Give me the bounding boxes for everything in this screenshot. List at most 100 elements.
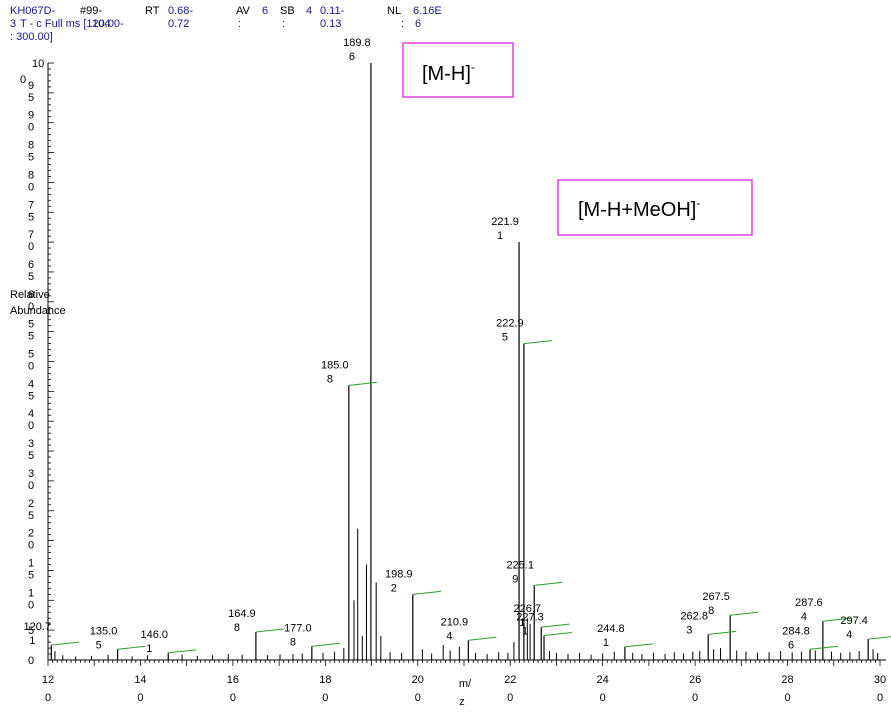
y-tick-label: 1 <box>28 557 34 569</box>
x-tick-label: 0 <box>415 692 421 704</box>
peak-label-mz-digit: 1 <box>497 230 503 242</box>
peak-label-mz: 210.9 <box>441 616 469 628</box>
peak-label-mz-digit: 1 <box>29 635 35 647</box>
peak-label-mz-digit: 5 <box>96 639 102 651</box>
header-av-key: AV <box>236 5 250 17</box>
x-tick-label: 0 <box>877 692 883 704</box>
y-tick-label: 0 <box>28 540 34 552</box>
peak-label-mz: 226.7 <box>513 603 541 615</box>
peak-label-leader <box>730 611 759 616</box>
peak-label-mz-digit: 1 <box>146 643 152 655</box>
header-filter: T - c Full ms [120.00- <box>20 18 124 30</box>
peak-label-leader <box>311 642 340 647</box>
peak-label-mz: 287.6 <box>795 597 823 609</box>
y-tick-label: 7 <box>28 229 34 241</box>
peak-label-mz: 189.8 <box>343 37 371 49</box>
header-sb-range1: 0.11- <box>320 5 345 17</box>
header-sb-key: SB <box>280 5 295 17</box>
y-tick-label: 0 <box>28 122 34 134</box>
x-axis-title: z <box>459 696 465 708</box>
peak-label-leader <box>868 636 891 640</box>
peak-label-mz-digit: 4 <box>446 630 452 642</box>
annotation-superscript: - <box>471 60 475 74</box>
header-colon-3: : <box>401 18 405 30</box>
x-tick-label: 16 <box>227 674 239 686</box>
y-tick-label: 0 <box>28 599 34 611</box>
header-rt-key: RT <box>145 5 160 17</box>
y-tick-label: 5 <box>28 569 34 581</box>
y-tick-label: 5 <box>28 211 34 223</box>
chart-axes: 0510152025303540455055606570758085909510… <box>10 58 886 708</box>
y-tick-label: 8 <box>28 140 34 152</box>
peak-label-leader <box>541 623 570 628</box>
peak-label-mz: 244.8 <box>597 623 625 635</box>
y-tick-label: 2 <box>28 528 34 540</box>
header-nl-key: NL <box>387 5 402 17</box>
header-scan-key: #99- <box>80 5 103 17</box>
header-colon-2: : <box>282 18 286 30</box>
peak-label-mz-digit: 6 <box>349 51 355 63</box>
peak-label-mz-digit: 1 <box>519 617 525 629</box>
x-tick-label: 22 <box>504 674 516 686</box>
y-tick-label: 0 <box>28 655 34 667</box>
x-tick-label: 0 <box>600 692 606 704</box>
peak-label-mz: 225.1 <box>506 559 534 571</box>
x-tick-label: 14 <box>134 674 146 686</box>
y-axis-title: Abundance <box>10 305 66 317</box>
peak-label-leader <box>348 381 377 386</box>
annotation-label: [M-H+MeOH]- <box>578 196 700 221</box>
peak-label-mz: 146.0 <box>140 629 168 641</box>
x-tick-label: 12 <box>42 674 54 686</box>
x-tick-label: 0 <box>507 692 513 704</box>
peak-label-mz: 297.4 <box>840 615 868 627</box>
peak-label-mz: 222.9 <box>496 318 524 330</box>
peak-label-leader <box>523 340 552 345</box>
y-tick-label: 10 <box>32 58 44 70</box>
y-tick-label: 0 <box>28 480 34 492</box>
y-tick-label: 5 <box>28 152 34 164</box>
peak-label-mz: 164.9 <box>228 608 256 620</box>
chart-annotations: [M-H]- [M-H+MeOH]- <box>402 42 753 236</box>
header-rt-val1: 0.68- <box>168 5 194 17</box>
peak-label-leader <box>822 617 851 622</box>
x-tick-label: 0 <box>45 692 51 704</box>
y-axis-title: Relative <box>10 289 50 301</box>
peak-label-mz-digit: 2 <box>391 582 397 594</box>
x-tick-label: 0 <box>784 692 790 704</box>
peak-label-mz-digit: 1 <box>522 626 528 638</box>
annotation-box <box>557 179 753 236</box>
peak-label-mz: 135.0 <box>90 625 118 637</box>
x-tick-label: 0 <box>692 692 698 704</box>
y-tick-label: 0 <box>28 420 34 432</box>
peak-label-mz: 198.9 <box>385 568 413 580</box>
peak-label-mz: 185.0 <box>321 359 349 371</box>
y-tick-label: 0 <box>28 181 34 193</box>
peak-label-leader <box>412 590 441 595</box>
y-tick-label: 0 <box>20 74 26 86</box>
peak-label-mz-digit: 1 <box>603 637 609 649</box>
peak-label-mz-digit: 4 <box>801 611 807 623</box>
x-tick-label: 0 <box>137 692 143 704</box>
chart-peaks <box>50 63 879 660</box>
peak-label-leader <box>168 649 197 654</box>
x-tick-label: 0 <box>322 692 328 704</box>
peak-label-mz: 120.7 <box>24 621 52 633</box>
header-filter-end: : 300.00] <box>10 31 53 43</box>
peak-label-leader <box>51 641 80 646</box>
y-tick-label: 5 <box>28 450 34 462</box>
peak-label-mz-digit: 8 <box>234 622 240 634</box>
peak-label-mz-digit: 8 <box>327 373 333 385</box>
x-axis-title: m/ <box>459 678 472 690</box>
y-tick-label: 0 <box>28 241 34 253</box>
x-tick-label: 20 <box>412 674 424 686</box>
peak-label-leader <box>809 645 839 650</box>
peak-label-leader <box>534 581 563 586</box>
y-tick-label: 5 <box>28 349 34 361</box>
y-tick-label: 5 <box>28 331 34 343</box>
header-nl-val2: 6 <box>415 18 422 30</box>
header-scan-val: 104 <box>92 18 111 30</box>
y-tick-label: 6 <box>28 259 34 271</box>
y-tick-label: 5 <box>28 390 34 402</box>
x-tick-label: 28 <box>781 674 793 686</box>
